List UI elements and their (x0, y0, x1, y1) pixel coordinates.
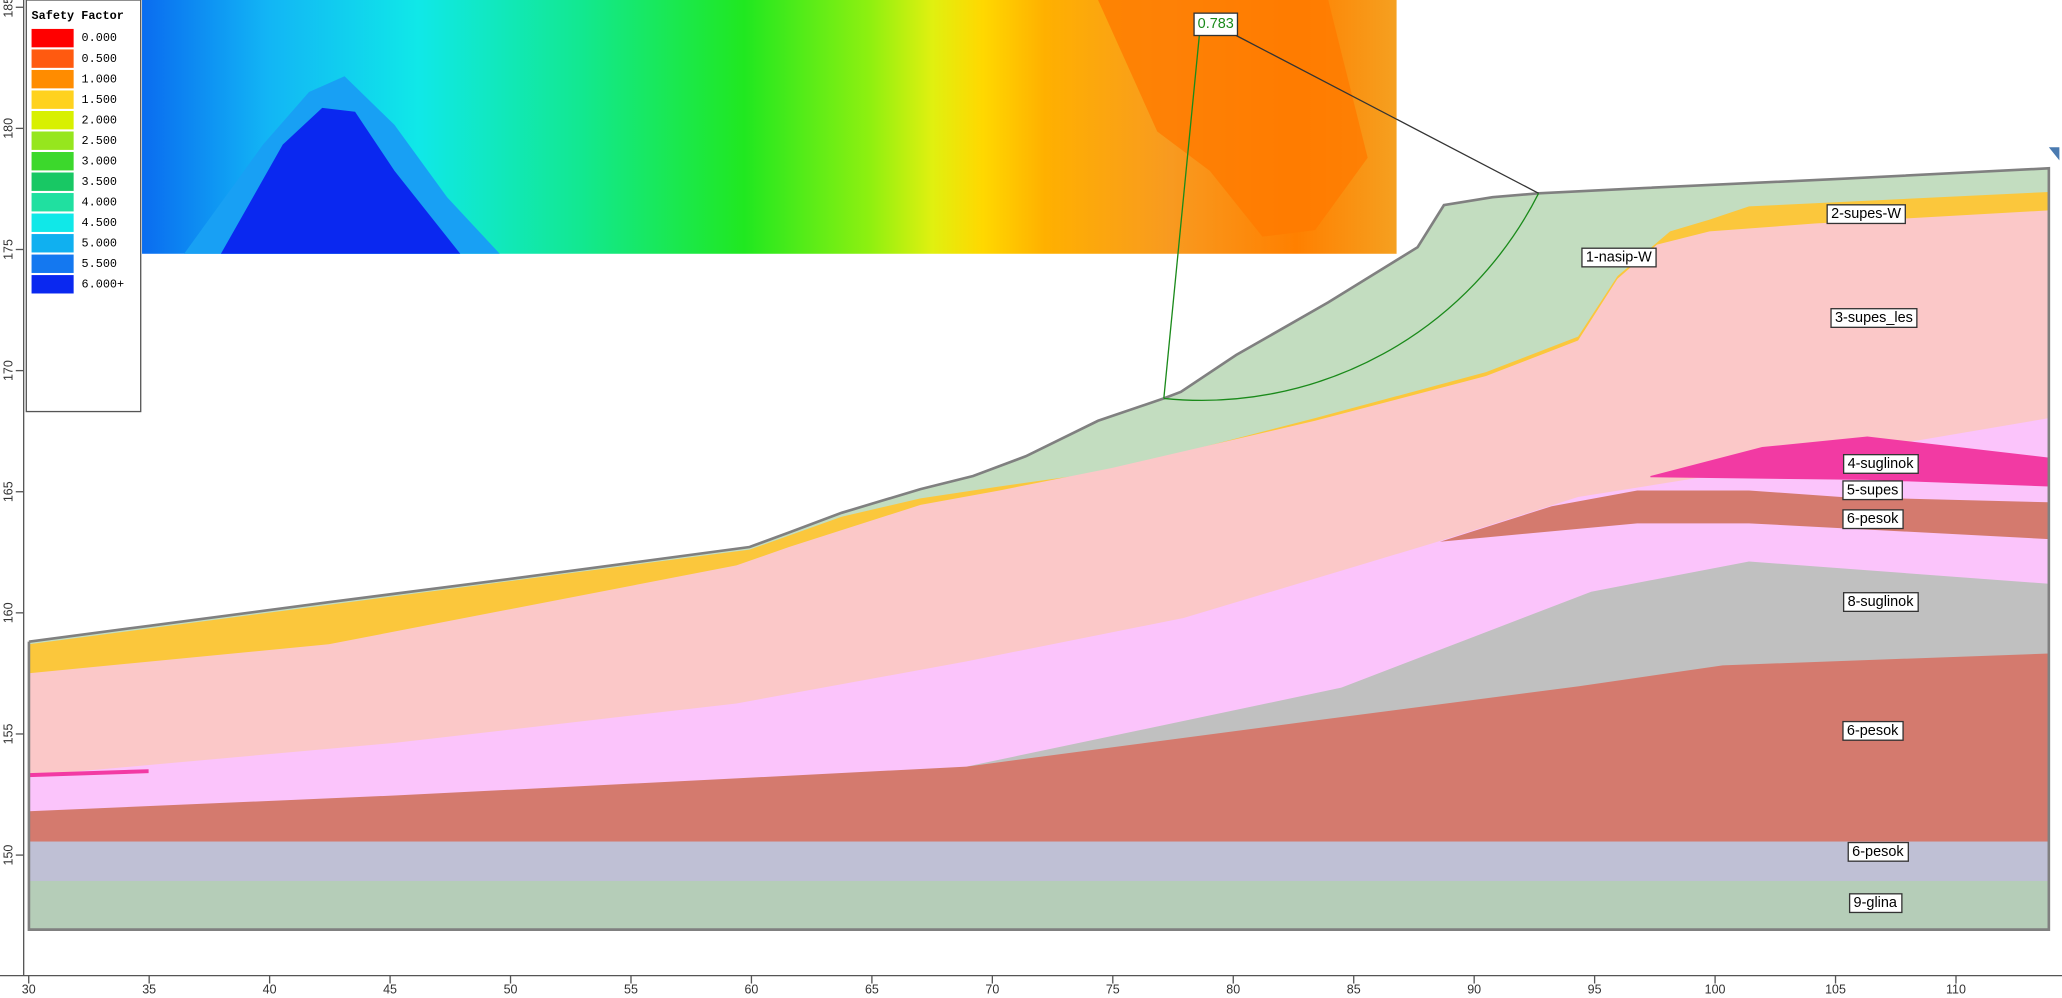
x-tick-label: 55 (624, 982, 638, 996)
legend-label: 3.000 (82, 154, 118, 168)
legend-swatch (31, 152, 74, 171)
x-tick-label: 50 (504, 982, 518, 996)
x-tick-label: 30 (22, 982, 36, 996)
layers (27, 166, 2051, 931)
legend-swatch (31, 28, 74, 48)
x-tick-label: 75 (1106, 982, 1120, 996)
x-tick-label: 95 (1588, 982, 1602, 996)
label-box (1848, 893, 1903, 914)
contour-core (1098, 0, 1368, 237)
legend-label: 1.500 (82, 93, 118, 107)
x-tick-label: 45 (383, 982, 397, 996)
material-label: 8-suglinok (1848, 594, 1915, 610)
legend-swatch (31, 193, 74, 212)
x-tick-label: 35 (142, 982, 156, 996)
label-box (1842, 509, 1904, 530)
x-tick-label: 110 (1946, 982, 1966, 996)
material-label: 6-pesok (1847, 723, 1899, 739)
slip-arc (1163, 192, 1540, 401)
legend-label: 2.500 (82, 134, 118, 148)
y-tick-label: 180 (2, 118, 16, 139)
legend-label: 0.500 (82, 52, 118, 66)
legend-swatch (31, 172, 74, 191)
material-label: 1-nasip-W (1586, 250, 1652, 266)
material-label: 4-suglinok (1848, 456, 1915, 472)
legend: Safety Factor 0.000 0.500 1.000 1.500 2.000 2… (25, 0, 142, 413)
legend-label: 5.000 (82, 236, 118, 250)
legend-swatch (31, 69, 74, 89)
x-tick-label: 80 (1226, 982, 1240, 996)
material-label: 9-glina (1854, 895, 1898, 911)
slip-surface (1163, 34, 1540, 401)
legend-label: 4.000 (82, 195, 118, 209)
x-tick-label: 40 (263, 982, 277, 996)
fos-box (1193, 12, 1239, 37)
label-box (1842, 720, 1904, 741)
material-label: 3-supes_les (1835, 310, 1913, 326)
water-marker (2048, 147, 2060, 161)
legend-label: 4.500 (82, 216, 118, 230)
label-box (1581, 247, 1657, 268)
material-label: 6-pesok (1847, 511, 1899, 527)
material-label: 6-pesok (1852, 844, 1904, 860)
radius-line (1163, 35, 1200, 399)
y-tick-label: 150 (2, 845, 16, 866)
x-tick-label: 90 (1467, 982, 1481, 996)
x-tick-label: 85 (1347, 982, 1361, 996)
label-box (1826, 204, 1906, 225)
legend-label: 1.000 (82, 72, 118, 86)
material-label: 2-supes-W (1831, 206, 1901, 222)
label-box (1830, 308, 1918, 328)
contour-grid (142, 0, 1397, 254)
legend-swatch (31, 131, 74, 150)
y-tick-label: 165 (2, 481, 16, 502)
legend-label: 5.500 (82, 257, 118, 271)
legend-swatch (31, 254, 74, 273)
material-label: 5-supes (1847, 482, 1898, 498)
legend-title: Safety Factor (32, 9, 124, 23)
legend-label: 3.500 (82, 175, 118, 189)
y-tick-label: 175 (2, 239, 16, 260)
legend-swatch (31, 234, 74, 253)
legend-swatch (31, 213, 74, 232)
y-tick-label: 160 (2, 602, 16, 623)
x-tick-label: 65 (865, 982, 879, 996)
legend-label: 0.000 (82, 31, 118, 45)
label-box (1847, 841, 1909, 862)
material-labels: 1-nasip-W 2-supes-W 3-supes_les 4-suglin… (1581, 204, 1919, 914)
contour-blue (220, 107, 461, 254)
legend-swatch (31, 49, 74, 68)
label-box (1842, 480, 1903, 501)
legend-swatch (31, 275, 74, 294)
label-box (1842, 453, 1919, 474)
legend-label: 6.000+ (82, 277, 125, 291)
label-box (1842, 592, 1919, 613)
y-tick-label: 185 (2, 0, 16, 18)
x-tick-label: 100 (1705, 982, 1726, 996)
layer-9 (28, 880, 2049, 930)
ground-surface (27, 166, 2051, 931)
radius-line (1235, 34, 1539, 194)
x-tick-label: 105 (1825, 982, 1846, 996)
y-tick-label: 170 (2, 360, 16, 381)
factor-of-safety: 0.783 (1198, 16, 1234, 32)
legend-swatch (31, 90, 74, 109)
y-tick-label: 155 (2, 724, 16, 745)
x-tick-label: 70 (985, 982, 999, 996)
legend-swatch (31, 110, 74, 130)
legend-label: 2.000 (82, 113, 118, 127)
x-tick-label: 60 (744, 982, 758, 996)
layer-4-left (28, 769, 149, 778)
